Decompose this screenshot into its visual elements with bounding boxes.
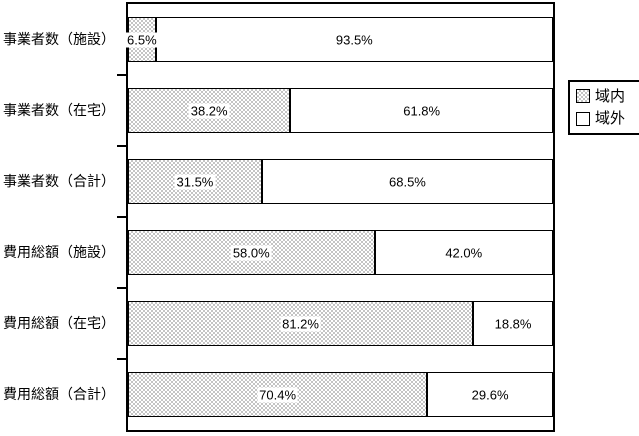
category-label: 費用総額（施設）: [3, 244, 115, 260]
data-label: 18.8%: [492, 316, 534, 331]
bar-row: 58.0% 42.0%: [128, 217, 553, 288]
stacked-bar: 70.4% 29.6%: [128, 372, 553, 417]
legend-swatch-pattern-icon: [576, 89, 590, 104]
legend-item-outer: 域外: [576, 110, 639, 127]
data-label: 68.5%: [387, 174, 428, 189]
stacked-bar: 81.2% 18.8%: [128, 301, 553, 346]
legend-label-inner: 域内: [595, 87, 626, 105]
data-label: 31.5%: [174, 174, 216, 189]
legend-swatch-white-icon: [576, 111, 590, 126]
stacked-bar: 58.0% 42.0%: [128, 230, 553, 275]
bar-row: 70.4% 29.6%: [128, 359, 553, 430]
bar-row: 6.5% 93.5%: [124, 4, 553, 75]
axis-tick: [117, 358, 126, 360]
stacked-bar: 38.2% 61.8%: [128, 88, 553, 133]
axis-tick: [117, 74, 126, 76]
data-label: 61.8%: [401, 103, 443, 118]
legend: 域内 域外: [568, 80, 639, 135]
category-label: 事業者数（施設）: [3, 31, 115, 47]
legend-item-inner: 域内: [576, 88, 639, 105]
data-label: 38.2%: [188, 103, 230, 118]
stacked-bar: 6.5% 93.5%: [124, 17, 553, 62]
data-label: 42.0%: [443, 245, 485, 260]
bar-row: 31.5% 68.5%: [128, 146, 553, 217]
data-label: 29.6%: [469, 387, 511, 402]
category-label: 費用総額（合計）: [3, 386, 115, 402]
data-label: 70.4%: [257, 387, 299, 402]
stacked-bar: 31.5% 68.5%: [128, 159, 553, 204]
plot-area: 6.5% 93.5% 38.2% 61.8% 31.5% 68.5% 58.0% 42.0% 8…: [124, 2, 555, 432]
category-label: 事業者数（在宅）: [3, 102, 115, 118]
category-label: 費用総額（在宅）: [3, 315, 115, 331]
data-label: 58.0%: [230, 245, 272, 260]
legend-label-outer: 域外: [595, 110, 626, 128]
axis-tick: [117, 145, 126, 147]
axis-tick: [117, 287, 126, 289]
data-label: 81.2%: [280, 316, 321, 331]
axis-tick: [117, 216, 126, 218]
data-label: 93.5%: [333, 32, 375, 47]
data-label: 6.5%: [124, 32, 159, 47]
bar-row: 38.2% 61.8%: [128, 75, 553, 146]
category-label: 事業者数（合計）: [3, 173, 115, 189]
bar-row: 81.2% 18.8%: [128, 288, 553, 359]
